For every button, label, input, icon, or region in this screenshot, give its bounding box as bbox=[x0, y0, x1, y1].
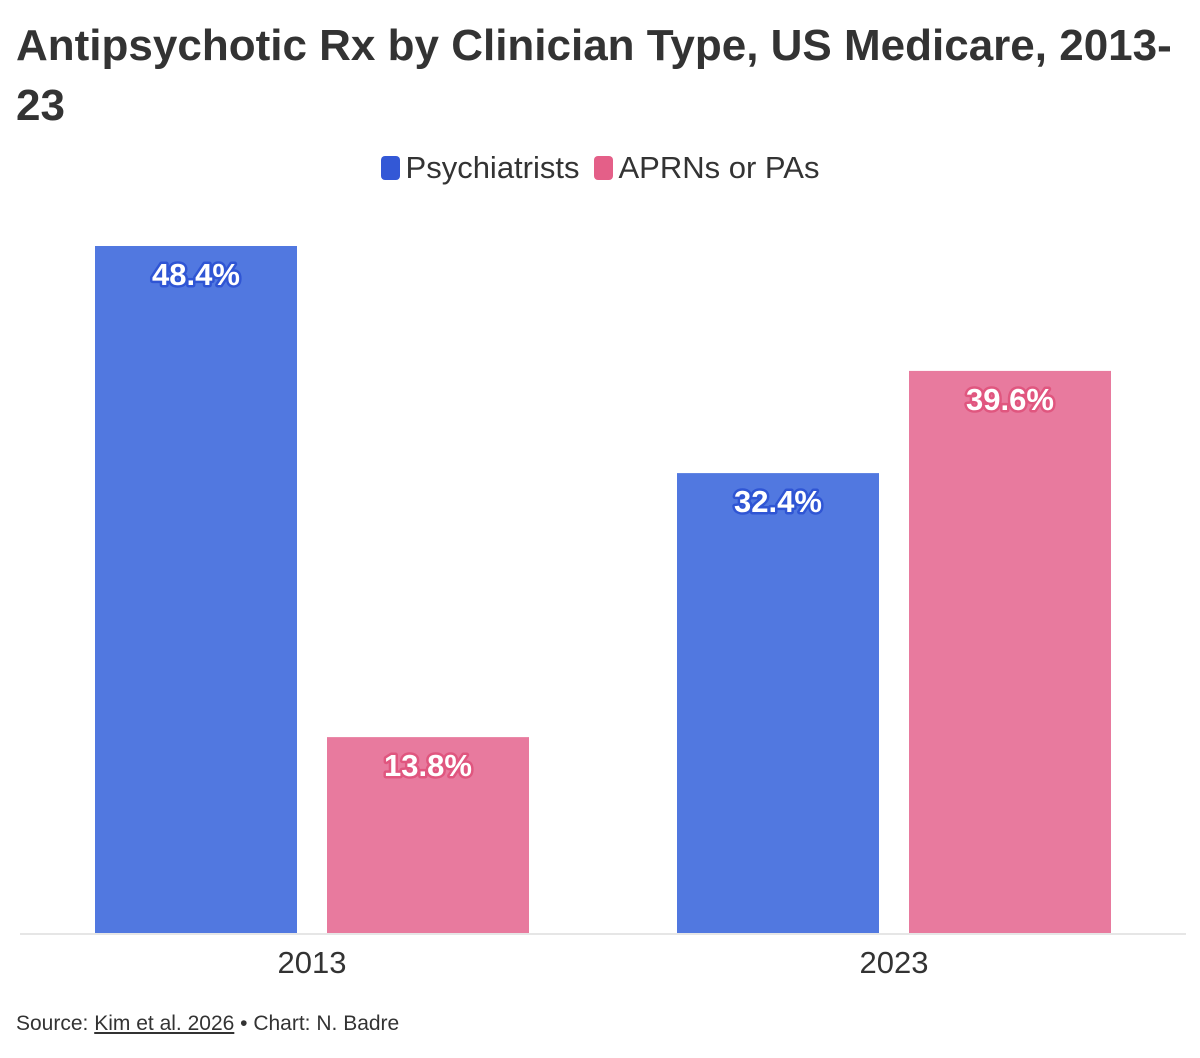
bar-psychiatrists-2013[interactable] bbox=[95, 246, 297, 933]
legend-item-psychiatrists[interactable]: Psychiatrists bbox=[380, 150, 580, 186]
chart-title: Antipsychotic Rx by Clinician Type, US M… bbox=[16, 21, 1172, 130]
chart-credit: • Chart: N. Badre bbox=[234, 1012, 400, 1035]
legend-item-aprns-pas[interactable]: APRNs or PAs bbox=[593, 150, 820, 186]
legend-swatch-aprns-pas bbox=[593, 156, 613, 180]
bar-aprns-or-pas-2013[interactable] bbox=[327, 737, 529, 933]
source-link[interactable]: Kim et al. 2026 bbox=[94, 1012, 235, 1035]
bar-chart-plot: 48.4% 13.8% 2013 32.4% 39.6% 2023 bbox=[20, 246, 1186, 980]
bar-psychiatrists-2023[interactable] bbox=[677, 473, 879, 933]
legend-label-aprns-pas: APRNs or PAs bbox=[618, 150, 820, 185]
bar-label-aprns-or-pas-2013: 13.8% bbox=[384, 748, 472, 783]
bar-label-psychiatrists-2023: 32.4% bbox=[734, 484, 822, 519]
x-tick-label-2023: 2023 bbox=[860, 945, 929, 980]
bar-label-aprns-or-pas-2023: 39.6% bbox=[966, 382, 1054, 417]
bar-aprns-or-pas-2023[interactable] bbox=[909, 370, 1111, 934]
legend: Psychiatrists APRNs or PAs bbox=[0, 150, 1200, 186]
bar-label-psychiatrists-2013: 48.4% bbox=[152, 257, 240, 292]
x-tick-label-2013: 2013 bbox=[278, 945, 347, 980]
legend-label-psychiatrists: Psychiatrists bbox=[405, 150, 580, 185]
footer: Source: Kim et al. 2026 • Chart: N. Badr… bbox=[16, 1012, 399, 1036]
legend-swatch-psychiatrists bbox=[380, 156, 400, 180]
source-prefix: Source: bbox=[16, 1012, 95, 1035]
